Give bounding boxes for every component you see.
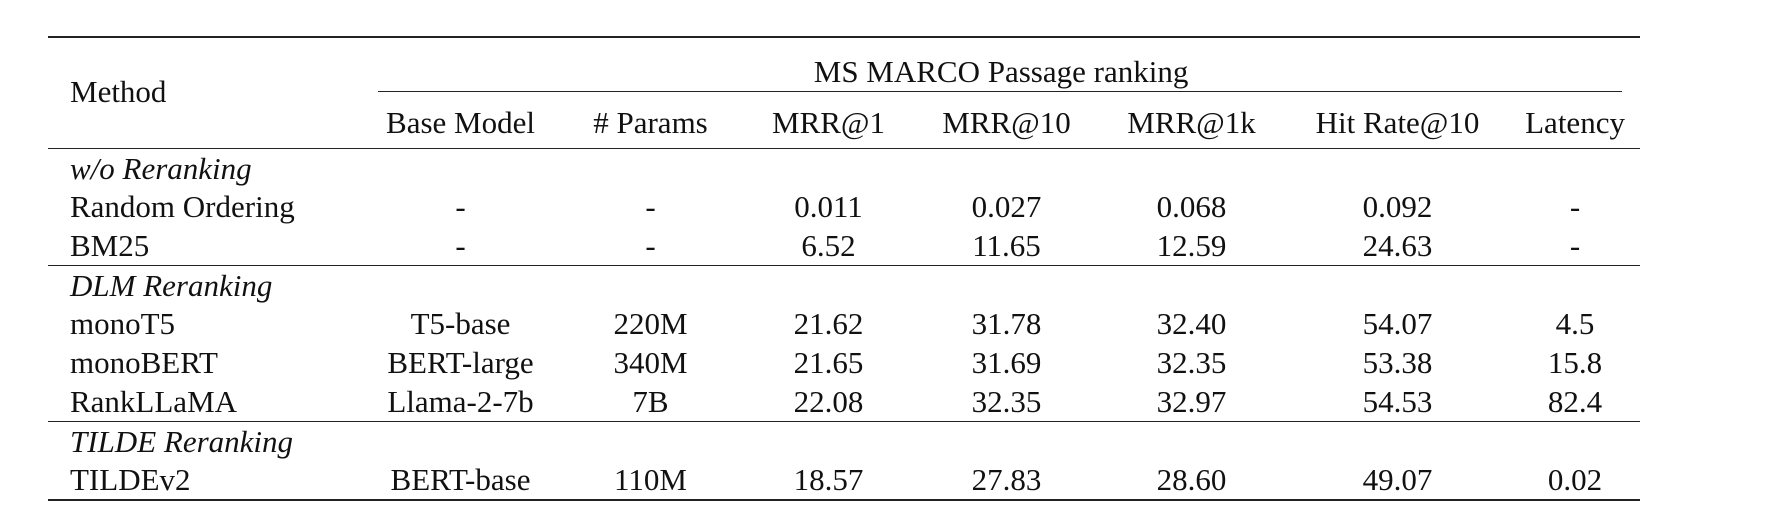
column-header-mrr1: MRR@1 bbox=[772, 104, 885, 140]
table-row: RankLLaMA Llama-2-7b 7B 22.08 32.35 32.9… bbox=[48, 382, 1640, 422]
mrr1-cell: 6.52 bbox=[801, 228, 856, 263]
hit-rate-cell: 54.07 bbox=[1362, 306, 1433, 341]
column-header-latency: Latency bbox=[1525, 104, 1625, 140]
section-header-row: DLM Reranking bbox=[48, 265, 1641, 305]
mrr1k-cell: 28.60 bbox=[1156, 462, 1227, 497]
column-header-base-model: Base Model bbox=[386, 104, 535, 140]
latency-cell: 0.02 bbox=[1547, 462, 1603, 497]
column-header-params: # Params bbox=[593, 104, 708, 140]
section-header-row: TILDE Reranking bbox=[48, 421, 1641, 461]
section-header-row: w/o Reranking bbox=[48, 148, 1641, 188]
params-cell: 110M bbox=[614, 462, 687, 497]
mrr1-cell: 21.65 bbox=[793, 345, 864, 380]
method-cell: monoBERT bbox=[70, 345, 218, 380]
mrr10-cell: 11.65 bbox=[972, 228, 1041, 263]
latency-cell: - bbox=[1569, 189, 1581, 224]
mrr1-cell: 0.011 bbox=[794, 189, 863, 224]
method-cell: Random Ordering bbox=[70, 189, 295, 224]
params-cell: - bbox=[645, 189, 656, 224]
base-model-cell: BERT-base bbox=[390, 462, 531, 497]
method-column-header: Method bbox=[70, 73, 167, 109]
column-header-mrr1k: MRR@1k bbox=[1127, 104, 1256, 140]
method-cell: RankLLaMA bbox=[70, 384, 238, 419]
base-model-cell: T5-base bbox=[410, 306, 511, 341]
mrr1k-cell: 12.59 bbox=[1156, 228, 1227, 263]
table-row: TILDEv2 BERT-base 110M 18.57 27.83 28.60… bbox=[48, 460, 1641, 500]
base-model-cell: - bbox=[455, 189, 466, 224]
mrr1-cell: 21.62 bbox=[793, 306, 864, 341]
method-cell: BM25 bbox=[70, 228, 150, 263]
mrr1k-cell: 0.068 bbox=[1156, 189, 1227, 224]
mrr1-cell: 18.57 bbox=[793, 462, 864, 497]
params-cell: 340M bbox=[613, 345, 688, 380]
hit-rate-cell: 24.63 bbox=[1362, 228, 1433, 263]
mrr10-cell: 32.35 bbox=[971, 384, 1042, 419]
latency-cell: 82.4 bbox=[1547, 384, 1603, 419]
column-header-mrr10: MRR@10 bbox=[942, 104, 1071, 140]
mrr10-cell: 0.027 bbox=[971, 189, 1042, 224]
hit-rate-cell: 0.092 bbox=[1362, 189, 1433, 224]
base-model-cell: Llama-2-7b bbox=[387, 384, 534, 419]
table-row: monoBERT BERT-large 340M 21.65 31.69 32.… bbox=[48, 343, 1640, 382]
hit-rate-cell: 49.07 bbox=[1362, 462, 1433, 497]
params-cell: 220M bbox=[613, 306, 688, 341]
latency-cell: - bbox=[1569, 228, 1581, 263]
table-row: monoT5 T5-base 220M 21.62 31.78 32.40 54… bbox=[48, 304, 1640, 343]
table-row: Random Ordering - - 0.011 0.027 0.068 0.… bbox=[48, 187, 1640, 226]
method-cell: monoT5 bbox=[70, 306, 176, 341]
header-row-group: Method MS MARCO Passage ranking bbox=[48, 37, 1641, 106]
mrr1k-cell: 32.35 bbox=[1156, 345, 1227, 380]
base-model-cell: - bbox=[455, 228, 466, 263]
params-cell: 7B bbox=[632, 384, 669, 419]
mrr10-cell: 27.83 bbox=[971, 462, 1042, 497]
base-model-cell: BERT-large bbox=[387, 345, 534, 380]
group-title: MS MARCO Passage ranking bbox=[813, 54, 1189, 89]
section-title: TILDE Reranking bbox=[70, 423, 294, 459]
mrr1k-cell: 32.97 bbox=[1156, 384, 1227, 419]
table-row: BM25 - - 6.52 11.65 12.59 24.63 - bbox=[48, 226, 1640, 266]
results-table: Method MS MARCO Passage ranking Base Mod… bbox=[48, 36, 1641, 501]
header-row-columns: Base Model # Params MRR@1 MRR@10 MRR@1k … bbox=[48, 96, 1640, 149]
section-title: w/o Reranking bbox=[70, 150, 252, 186]
group-header: MS MARCO Passage ranking bbox=[362, 37, 1640, 96]
hit-rate-cell: 53.38 bbox=[1362, 345, 1433, 380]
latency-cell: 4.5 bbox=[1555, 306, 1595, 341]
section-title: DLM Reranking bbox=[70, 267, 273, 303]
hit-rate-cell: 54.53 bbox=[1362, 384, 1433, 419]
mrr1k-cell: 32.40 bbox=[1156, 306, 1227, 341]
params-cell: - bbox=[645, 228, 656, 263]
mrr1-cell: 22.08 bbox=[793, 384, 864, 419]
column-header-hit-rate: Hit Rate@10 bbox=[1315, 104, 1480, 140]
latency-cell: 15.8 bbox=[1547, 345, 1603, 380]
method-cell: TILDEv2 bbox=[70, 462, 191, 497]
table-body: w/o Reranking Random Ordering - - 0.011 … bbox=[48, 148, 1641, 500]
mrr10-cell: 31.69 bbox=[971, 345, 1042, 380]
group-underline bbox=[378, 91, 1623, 92]
mrr10-cell: 31.78 bbox=[971, 306, 1042, 341]
